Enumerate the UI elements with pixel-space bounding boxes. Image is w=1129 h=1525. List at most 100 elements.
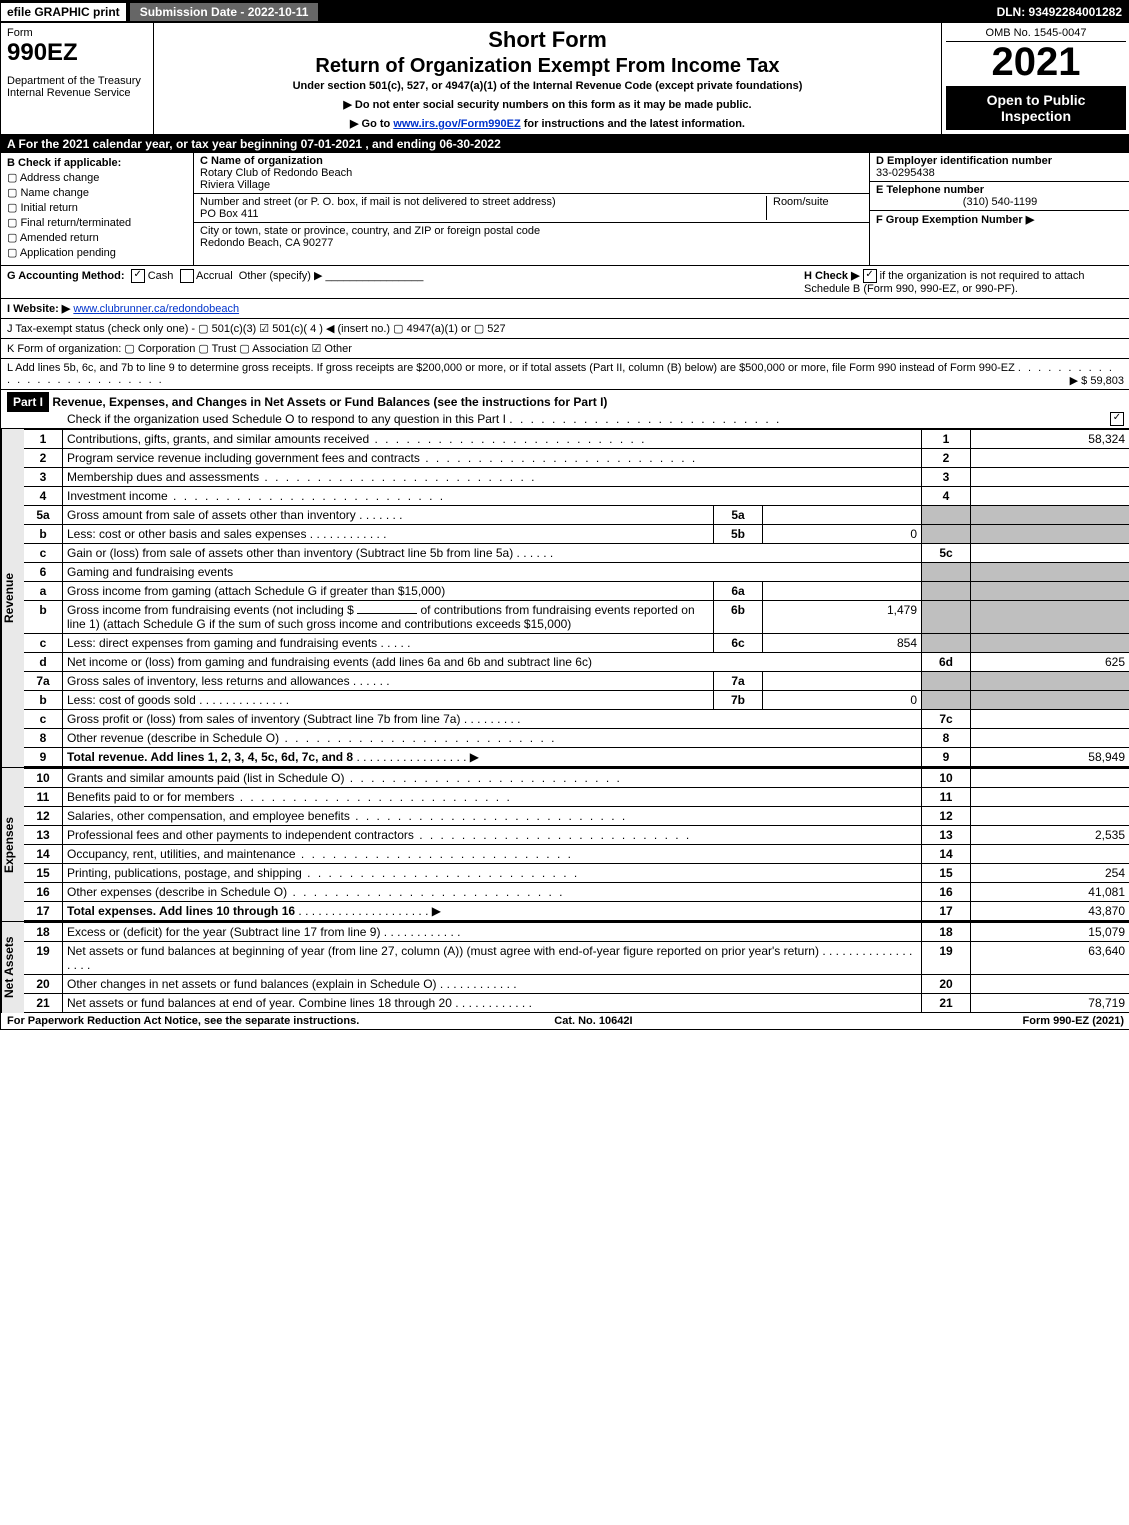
line-4: 4 Investment income 4: [24, 487, 1129, 506]
netassets-block: Net Assets 18 Excess or (deficit) for th…: [1, 922, 1129, 1013]
cash-checkbox[interactable]: ✓: [131, 269, 145, 283]
line-7a: 7a Gross sales of inventory, less return…: [24, 672, 1129, 691]
form-number: 990EZ: [7, 39, 147, 67]
check-final-return[interactable]: ▢ Final return/terminated: [7, 216, 187, 229]
line-7b: b Less: cost of goods sold . . . . . . .…: [24, 691, 1129, 710]
form-container: efile GRAPHIC print Submission Date - 20…: [0, 0, 1129, 1030]
org-name-2: Riviera Village: [200, 179, 270, 191]
l-amount: ▶ $ 59,803: [1070, 374, 1124, 387]
expenses-sidebar: Expenses: [1, 768, 24, 921]
accrual-checkbox[interactable]: [180, 269, 194, 283]
section-c: C Name of organization Rotary Club of Re…: [194, 153, 870, 265]
line-3: 3 Membership dues and assessments 3: [24, 468, 1129, 487]
line-21: 21 Net assets or fund balances at end of…: [24, 994, 1129, 1013]
goto-prefix: ▶ Go to: [350, 118, 393, 130]
line-6: 6 Gaming and fundraising events: [24, 563, 1129, 582]
line-6d: d Net income or (loss) from gaming and f…: [24, 653, 1129, 672]
g-label: G Accounting Method:: [7, 270, 125, 282]
netassets-sidebar: Net Assets: [1, 922, 24, 1013]
check-address-change[interactable]: ▢ Address change: [7, 171, 187, 184]
line-5a: 5a Gross amount from sale of assets othe…: [24, 506, 1129, 525]
part1-checkbox[interactable]: ✓: [1110, 412, 1124, 426]
line-12: 12 Salaries, other compensation, and emp…: [24, 807, 1129, 826]
section-def: D Employer identification number 33-0295…: [870, 153, 1129, 265]
section-g: G Accounting Method: ✓ Cash Accrual Othe…: [7, 269, 804, 283]
part1-check-text: Check if the organization used Schedule …: [7, 412, 506, 426]
section-a: A For the 2021 calendar year, or tax yea…: [1, 135, 1129, 153]
revenue-sidebar: Revenue: [1, 429, 24, 767]
l-text: L Add lines 5b, 6c, and 7b to line 9 to …: [7, 362, 1015, 374]
line-1: 1 Contributions, gifts, grants, and simi…: [24, 430, 1129, 449]
footer-right: Form 990-EZ (2021): [1023, 1015, 1124, 1027]
section-b-title: B Check if applicable:: [7, 157, 121, 169]
under-section: Under section 501(c), 527, or 4947(a)(1)…: [162, 80, 933, 92]
goto-suffix: for instructions and the latest informat…: [521, 118, 745, 130]
cash-label: Cash: [148, 270, 174, 282]
submission-date: Submission Date - 2022-10-11: [130, 3, 319, 21]
check-initial-return[interactable]: ▢ Initial return: [7, 201, 187, 214]
top-bar: efile GRAPHIC print Submission Date - 20…: [1, 1, 1129, 23]
line-9: 9 Total revenue. Add lines 1, 2, 3, 4, 5…: [24, 748, 1129, 767]
line-10: 10 Grants and similar amounts paid (list…: [24, 769, 1129, 788]
line-20: 20 Other changes in net assets or fund b…: [24, 975, 1129, 994]
short-form-title: Short Form: [162, 27, 933, 53]
line-14: 14 Occupancy, rent, utilities, and maint…: [24, 845, 1129, 864]
form-label: Form: [7, 27, 147, 39]
check-amended-return[interactable]: ▢ Amended return: [7, 231, 187, 244]
city-value: Redondo Beach, CA 90277: [200, 237, 333, 249]
no-ssn-warning: ▶ Do not enter social security numbers o…: [162, 98, 933, 111]
check-application-pending[interactable]: ▢ Application pending: [7, 246, 187, 259]
line-8: 8 Other revenue (describe in Schedule O)…: [24, 729, 1129, 748]
revenue-block: Revenue 1 Contributions, gifts, grants, …: [1, 429, 1129, 768]
e-label: E Telephone number: [876, 184, 984, 196]
dln-number: DLN: 93492284001282: [997, 5, 1129, 19]
website-link[interactable]: www.clubrunner.ca/redondobeach: [73, 303, 239, 315]
part1-title: Revenue, Expenses, and Changes in Net As…: [52, 395, 607, 409]
line-5c: c Gain or (loss) from sale of assets oth…: [24, 544, 1129, 563]
form-header: Form 990EZ Department of the Treasury In…: [1, 23, 1129, 135]
line-17: 17 Total expenses. Add lines 10 through …: [24, 902, 1129, 921]
street-value: PO Box 411: [200, 208, 259, 220]
street-block: Number and street (or P. O. box, if mail…: [194, 194, 869, 223]
part1-label: Part I: [7, 392, 49, 412]
room-suite-label: Room/suite: [767, 196, 863, 208]
ein-value: 33-0295438: [876, 167, 935, 179]
irs-link[interactable]: www.irs.gov/Form990EZ: [393, 118, 520, 130]
h-text1: H Check ▶: [804, 270, 860, 282]
street-label: Number and street (or P. O. box, if mail…: [200, 196, 556, 208]
section-j: J Tax-exempt status (check only one) - ▢…: [1, 319, 1129, 339]
open-to-public: Open to Public Inspection: [946, 86, 1126, 130]
efile-print-label[interactable]: efile GRAPHIC print: [1, 3, 126, 21]
header-left: Form 990EZ Department of the Treasury In…: [1, 23, 154, 134]
section-k: K Form of organization: ▢ Corporation ▢ …: [1, 339, 1129, 359]
city-label: City or town, state or province, country…: [200, 225, 540, 237]
line-18: 18 Excess or (deficit) for the year (Sub…: [24, 923, 1129, 942]
page-footer: For Paperwork Reduction Act Notice, see …: [1, 1013, 1129, 1029]
section-l: L Add lines 5b, 6c, and 7b to line 9 to …: [1, 359, 1129, 390]
check-name-change[interactable]: ▢ Name change: [7, 186, 187, 199]
line-6a: a Gross income from gaming (attach Sched…: [24, 582, 1129, 601]
accrual-label: Accrual: [196, 270, 233, 282]
section-i: I Website: ▶ www.clubrunner.ca/redondobe…: [1, 299, 1129, 319]
h-checkbox[interactable]: ✓: [863, 269, 877, 283]
section-d: D Employer identification number 33-0295…: [870, 153, 1129, 182]
expenses-block: Expenses 10 Grants and similar amounts p…: [1, 768, 1129, 922]
line-6c: c Less: direct expenses from gaming and …: [24, 634, 1129, 653]
other-label: Other (specify) ▶: [239, 270, 323, 282]
city-block: City or town, state or province, country…: [194, 223, 869, 251]
section-b: B Check if applicable: ▢ Address change …: [1, 153, 194, 265]
netassets-table: 18 Excess or (deficit) for the year (Sub…: [24, 922, 1129, 1013]
line-16: 16 Other expenses (describe in Schedule …: [24, 883, 1129, 902]
irs-label: Internal Revenue Service: [7, 87, 147, 99]
phone-value: (310) 540-1199: [876, 196, 1124, 208]
section-h: H Check ▶ ✓ if the organization is not r…: [804, 269, 1124, 295]
tax-year: 2021: [946, 42, 1126, 82]
header-right: OMB No. 1545-0047 2021 Open to Public In…: [942, 23, 1129, 134]
revenue-table: 1 Contributions, gifts, grants, and simi…: [24, 429, 1129, 767]
line-5b: b Less: cost or other basis and sales ex…: [24, 525, 1129, 544]
header-center: Short Form Return of Organization Exempt…: [154, 23, 942, 134]
f-label: F Group Exemption Number ▶: [876, 214, 1034, 226]
footer-center: Cat. No. 10642I: [554, 1015, 632, 1027]
c-label: C Name of organization: [200, 155, 323, 167]
org-name-1: Rotary Club of Redondo Beach: [200, 167, 352, 179]
